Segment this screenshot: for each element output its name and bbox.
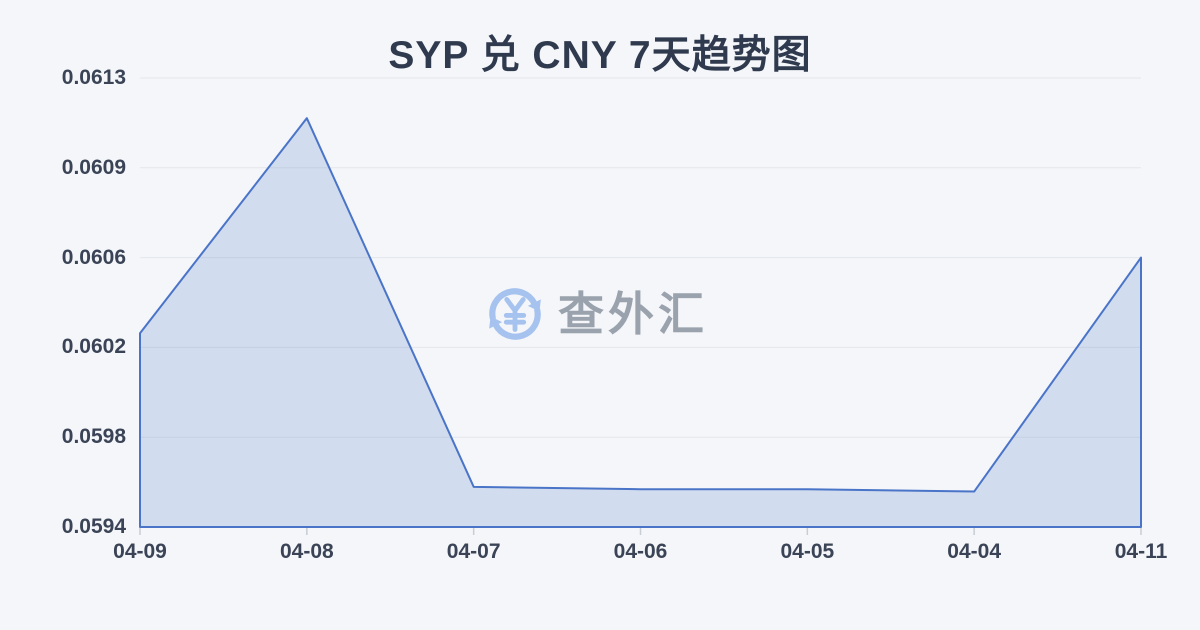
x-axis-label: 04-06 — [613, 540, 668, 563]
y-axis-label: 0.0609 — [61, 155, 126, 179]
y-axis-label: 0.0602 — [61, 335, 126, 359]
yuan-exchange-icon — [489, 288, 541, 340]
y-axis-label: 0.0613 — [61, 66, 126, 89]
x-axis-label: 04-05 — [780, 540, 835, 563]
y-axis-label: 0.0598 — [61, 425, 126, 449]
x-axis-label: 04-07 — [446, 540, 501, 563]
x-axis-label: 04-11 — [1114, 540, 1168, 563]
x-axis-label: 04-09 — [113, 540, 167, 563]
watermark-text: 查外汇 — [558, 288, 708, 340]
x-axis-label: 04-08 — [279, 540, 334, 563]
y-axis-label: 0.0594 — [61, 515, 126, 538]
chart-title: SYP 兑 CNY 7天趋势图 — [388, 34, 812, 77]
x-axis-label: 04-04 — [947, 540, 1002, 563]
trend-area — [139, 117, 1142, 528]
watermark: 查外汇 — [485, 284, 708, 344]
y-axis-label: 0.0606 — [61, 245, 126, 269]
